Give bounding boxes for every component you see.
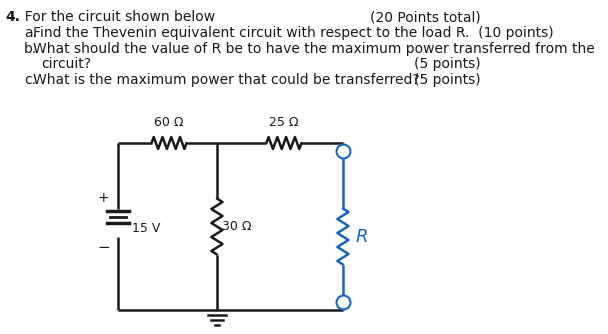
Text: For the circuit shown below: For the circuit shown below [16, 10, 215, 24]
Text: (5 points): (5 points) [414, 57, 481, 71]
Text: Find the Thevenin equivalent circuit with respect to the load R.  (10 points): Find the Thevenin equivalent circuit wit… [33, 26, 554, 40]
Text: c.: c. [24, 73, 36, 87]
Text: −: − [97, 240, 110, 256]
Text: a.: a. [24, 26, 37, 40]
Text: What is the maximum power that could be transferred?: What is the maximum power that could be … [33, 73, 420, 87]
Text: (5 points): (5 points) [414, 73, 481, 87]
Text: (20 Points total): (20 Points total) [370, 10, 481, 24]
Text: 25 Ω: 25 Ω [269, 116, 299, 129]
Text: What should the value of R be to have the maximum power transferred from the: What should the value of R be to have th… [33, 42, 595, 56]
Text: 60 Ω: 60 Ω [154, 116, 184, 129]
Text: 4.: 4. [5, 10, 21, 24]
Text: 15 V: 15 V [133, 222, 161, 235]
Text: R: R [356, 227, 368, 245]
Text: circuit?: circuit? [41, 57, 91, 71]
Text: b.: b. [24, 42, 37, 56]
Text: +: + [98, 190, 109, 204]
Text: 30 Ω: 30 Ω [222, 220, 251, 233]
